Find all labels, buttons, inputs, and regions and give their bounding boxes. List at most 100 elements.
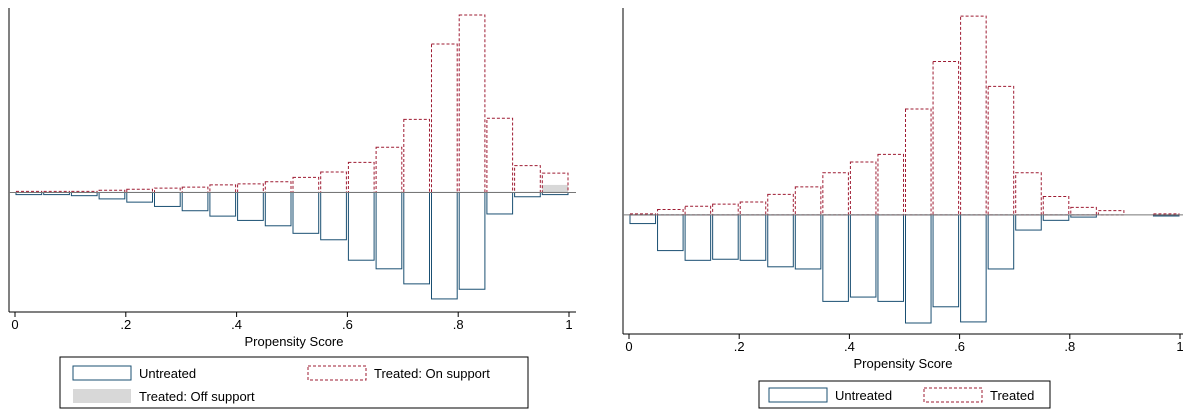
- x-tick-label-0: 0: [625, 339, 632, 354]
- bar-treated-on-support-9: [264, 181, 292, 193]
- bar-treated-on-support-6: [181, 186, 209, 193]
- bar-treated-13: [987, 85, 1015, 216]
- x-ticks: 0 .2 .4 .6 .8 1: [11, 312, 573, 332]
- bar-treated-17: [1097, 210, 1125, 216]
- bar-untreated-16: [458, 191, 486, 290]
- bar-untreated-14: [1015, 214, 1042, 231]
- x-tick-label-5: 1: [1176, 339, 1183, 354]
- legend: Untreated Treated: [758, 380, 1051, 409]
- bar-treated-on-support-0: [15, 190, 43, 193]
- bar-treated-on-support-17: [486, 117, 514, 193]
- bar-untreated-6: [794, 214, 822, 270]
- bar-treated-3: [712, 203, 739, 216]
- bar-treated-2: [684, 205, 712, 216]
- bar-untreated-2: [684, 214, 712, 261]
- bar-treated-off-support-19: [542, 184, 568, 193]
- bar-untreated-6: [181, 191, 209, 212]
- bar-untreated-4: [126, 191, 154, 203]
- bar-untreated-12: [960, 214, 987, 323]
- legend-swatch-untreated: [768, 387, 828, 403]
- legend: Untreated Treated: On support Treated: O…: [59, 356, 529, 409]
- x-tick-label-3: .6: [342, 317, 353, 332]
- bar-treated-on-support-1: [43, 190, 70, 193]
- left-chart-panel: 0 .2 .4 .6 .8 1 Propensity Score Untreated Tr…: [8, 8, 576, 409]
- legend-label-untreated: Untreated: [835, 388, 892, 403]
- legend-swatch-treated-on-support: [307, 365, 367, 381]
- bar-untreated-5: [154, 191, 181, 207]
- bar-treated-1: [657, 209, 684, 216]
- x-tick-label-4: .8: [453, 317, 464, 332]
- bar-untreated-3: [98, 191, 126, 200]
- bar-untreated-11: [932, 214, 960, 308]
- bar-untreated-13: [375, 191, 403, 270]
- bar-untreated-9: [264, 191, 292, 227]
- bar-untreated-9: [877, 214, 905, 302]
- bar-treated-on-support-8: [237, 183, 264, 193]
- bars: [629, 15, 1180, 324]
- bar-treated-on-support-5: [154, 187, 181, 193]
- bar-treated-0: [629, 213, 657, 216]
- bar-treated-14: [1015, 172, 1042, 216]
- x-tick-label-0: 0: [11, 317, 18, 332]
- x-tick-label-1: .2: [734, 339, 745, 354]
- bar-untreated-7: [822, 214, 849, 302]
- bar-treated-8: [849, 161, 877, 216]
- bar-treated-4: [739, 201, 767, 216]
- bar-untreated-1: [657, 214, 684, 252]
- x-tick-label-2: .4: [231, 317, 242, 332]
- legend-swatch-untreated: [72, 365, 132, 381]
- right-chart-panel: 0 .2 .4 .6 .8 1 Propensity Score Untreated Tr…: [622, 8, 1184, 409]
- bar-treated-10: [905, 108, 932, 216]
- bar-untreated-13: [987, 214, 1015, 270]
- bar-treated-19: [1152, 213, 1180, 216]
- bars: [15, 14, 569, 300]
- bar-untreated-7: [209, 191, 237, 217]
- bar-treated-11: [932, 60, 960, 216]
- bar-untreated-0: [629, 214, 657, 225]
- x-tick-label-2: .4: [844, 339, 855, 354]
- bar-untreated-4: [739, 214, 767, 261]
- bar-untreated-18: [514, 191, 541, 198]
- bar-untreated-5: [767, 214, 794, 268]
- bar-untreated-10: [905, 214, 932, 324]
- legend-box: [59, 356, 529, 409]
- x-tick-label-3: .6: [954, 339, 965, 354]
- bar-treated-5: [767, 193, 794, 216]
- bar-treated-on-support-12: [347, 161, 375, 193]
- bar-treated-on-support-7: [209, 184, 237, 193]
- bar-untreated-3: [712, 214, 739, 260]
- bar-treated-on-support-2: [70, 190, 98, 193]
- bar-treated-on-support-10: [292, 176, 320, 193]
- bar-treated-12: [960, 15, 987, 216]
- bar-treated-on-support-16: [458, 14, 486, 193]
- x-axis-label: Propensity Score: [854, 356, 953, 371]
- bar-untreated-14: [403, 191, 430, 285]
- bar-untreated-10: [292, 191, 320, 234]
- bar-treated-16: [1070, 206, 1097, 216]
- x-tick-label-5: 1: [565, 317, 572, 332]
- bar-treated-9: [877, 153, 905, 216]
- x-tick-label-4: .8: [1064, 339, 1075, 354]
- x-ticks: 0 .2 .4 .6 .8 1: [625, 334, 1184, 354]
- bar-treated-on-support-14: [403, 118, 430, 193]
- bar-untreated-11: [320, 191, 347, 241]
- bar-treated-15: [1042, 196, 1070, 216]
- legend-label-treated-off-support: Treated: Off support: [139, 389, 255, 404]
- legend-swatch-treated: [923, 387, 983, 403]
- bar-treated-6: [794, 186, 822, 216]
- bar-untreated-17: [486, 191, 514, 215]
- bar-treated-on-support-13: [375, 146, 403, 193]
- bar-untreated-15: [431, 191, 458, 300]
- bar-treated-on-support-18: [514, 165, 541, 193]
- bar-treated-on-support-11: [320, 171, 347, 193]
- bar-untreated-15: [1042, 214, 1070, 221]
- legend-label-treated: Treated: [990, 388, 1034, 403]
- legend-label-treated-on-support: Treated: On support: [374, 366, 490, 381]
- bar-untreated-8: [849, 214, 877, 298]
- bar-treated-7: [822, 172, 849, 216]
- x-tick-label-1: .2: [120, 317, 131, 332]
- legend-swatch-treated-off-support: [73, 389, 131, 403]
- bar-treated-on-support-15: [431, 43, 458, 193]
- bar-untreated-8: [237, 191, 264, 221]
